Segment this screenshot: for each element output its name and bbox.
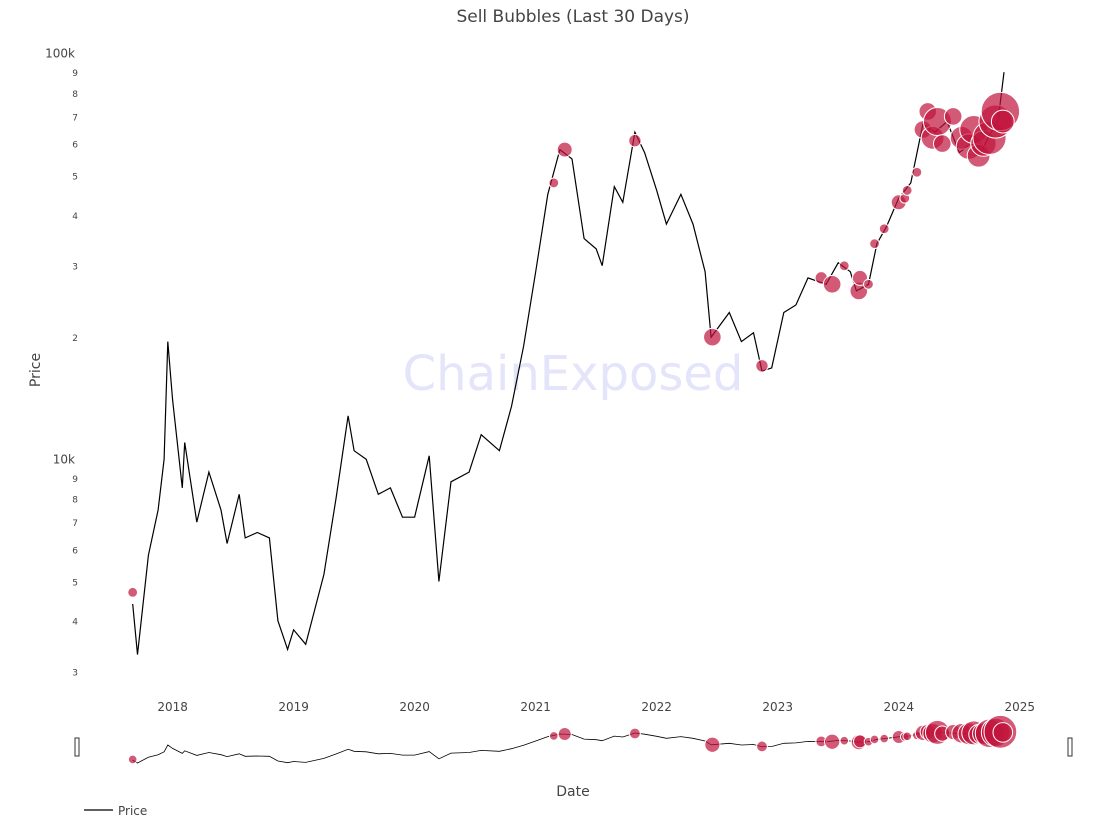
y-axis-label: Price bbox=[28, 353, 44, 387]
range-slider-bubble bbox=[549, 731, 559, 741]
sell-bubble bbox=[548, 177, 560, 189]
range-slider-bubble bbox=[879, 733, 890, 744]
range-slider-bubble bbox=[756, 740, 768, 753]
sell-bubble bbox=[755, 359, 769, 373]
range-handle[interactable] bbox=[1067, 737, 1073, 757]
x-tick-label: 2024 bbox=[883, 700, 914, 714]
legend-label[interactable]: Price bbox=[118, 804, 147, 818]
x-tick-label: 2025 bbox=[1004, 700, 1035, 714]
sell-bubble bbox=[852, 269, 868, 286]
sell-bubble bbox=[878, 223, 890, 235]
y-tick-label: 5 bbox=[72, 578, 78, 588]
sell-bubble bbox=[869, 238, 880, 250]
chart-title: Sell Bubbles (Last 30 Days) bbox=[456, 7, 689, 27]
x-tick-label: 2021 bbox=[520, 700, 551, 714]
y-tick-label: 9 bbox=[72, 69, 78, 79]
range-handle[interactable] bbox=[74, 737, 80, 757]
y-tick-label: 10k bbox=[53, 452, 75, 466]
range-slider-bubble bbox=[127, 754, 138, 765]
range-slider-bubble bbox=[629, 727, 641, 740]
x-tick-label: 2018 bbox=[157, 700, 188, 714]
range-slider-bubble bbox=[992, 722, 1014, 743]
y-tick-label: 8 bbox=[72, 90, 78, 100]
y-tick-label: 100k bbox=[45, 47, 75, 61]
x-tick-label: 2019 bbox=[278, 700, 309, 714]
sell-bubble bbox=[628, 133, 642, 148]
sell-bubble bbox=[556, 141, 573, 158]
y-tick-label: 3 bbox=[72, 263, 78, 273]
watermark: ChainExposed bbox=[403, 346, 744, 402]
x-axis-label: Date bbox=[556, 784, 589, 800]
range-slider-bubble bbox=[839, 735, 850, 746]
y-tick-label: 6 bbox=[72, 546, 78, 556]
range-slider-bubble bbox=[902, 731, 912, 742]
sell-bubble bbox=[822, 274, 842, 294]
sell-bubble bbox=[911, 166, 923, 178]
sell-bubble bbox=[863, 278, 874, 290]
x-tick-label: 2023 bbox=[762, 700, 793, 714]
y-tick-label: 2 bbox=[72, 334, 78, 344]
x-tick-label: 2020 bbox=[399, 700, 430, 714]
range-slider-bubble bbox=[824, 733, 841, 750]
range-slider-bubble bbox=[557, 726, 572, 741]
sell-bubble bbox=[127, 586, 139, 598]
y-tick-label: 4 bbox=[72, 618, 78, 628]
x-tick-label: 2022 bbox=[641, 700, 672, 714]
y-tick-label: 3 bbox=[72, 668, 78, 678]
sell-bubble bbox=[703, 327, 722, 347]
y-tick-label: 9 bbox=[72, 475, 78, 485]
sell-bubble bbox=[990, 109, 1015, 134]
range-slider-bubble bbox=[704, 736, 721, 753]
y-tick-label: 4 bbox=[72, 212, 78, 222]
sell-bubble bbox=[901, 185, 913, 196]
sell-bubble bbox=[932, 134, 952, 153]
y-tick-label: 7 bbox=[72, 113, 78, 123]
y-tick-label: 8 bbox=[72, 496, 78, 506]
y-tick-label: 7 bbox=[72, 519, 78, 529]
y-tick-label: 6 bbox=[72, 141, 78, 151]
sell-bubble bbox=[838, 260, 850, 272]
range-slider-bubble bbox=[869, 734, 880, 745]
y-tick-label: 5 bbox=[72, 173, 78, 183]
sell-bubble bbox=[943, 107, 963, 126]
